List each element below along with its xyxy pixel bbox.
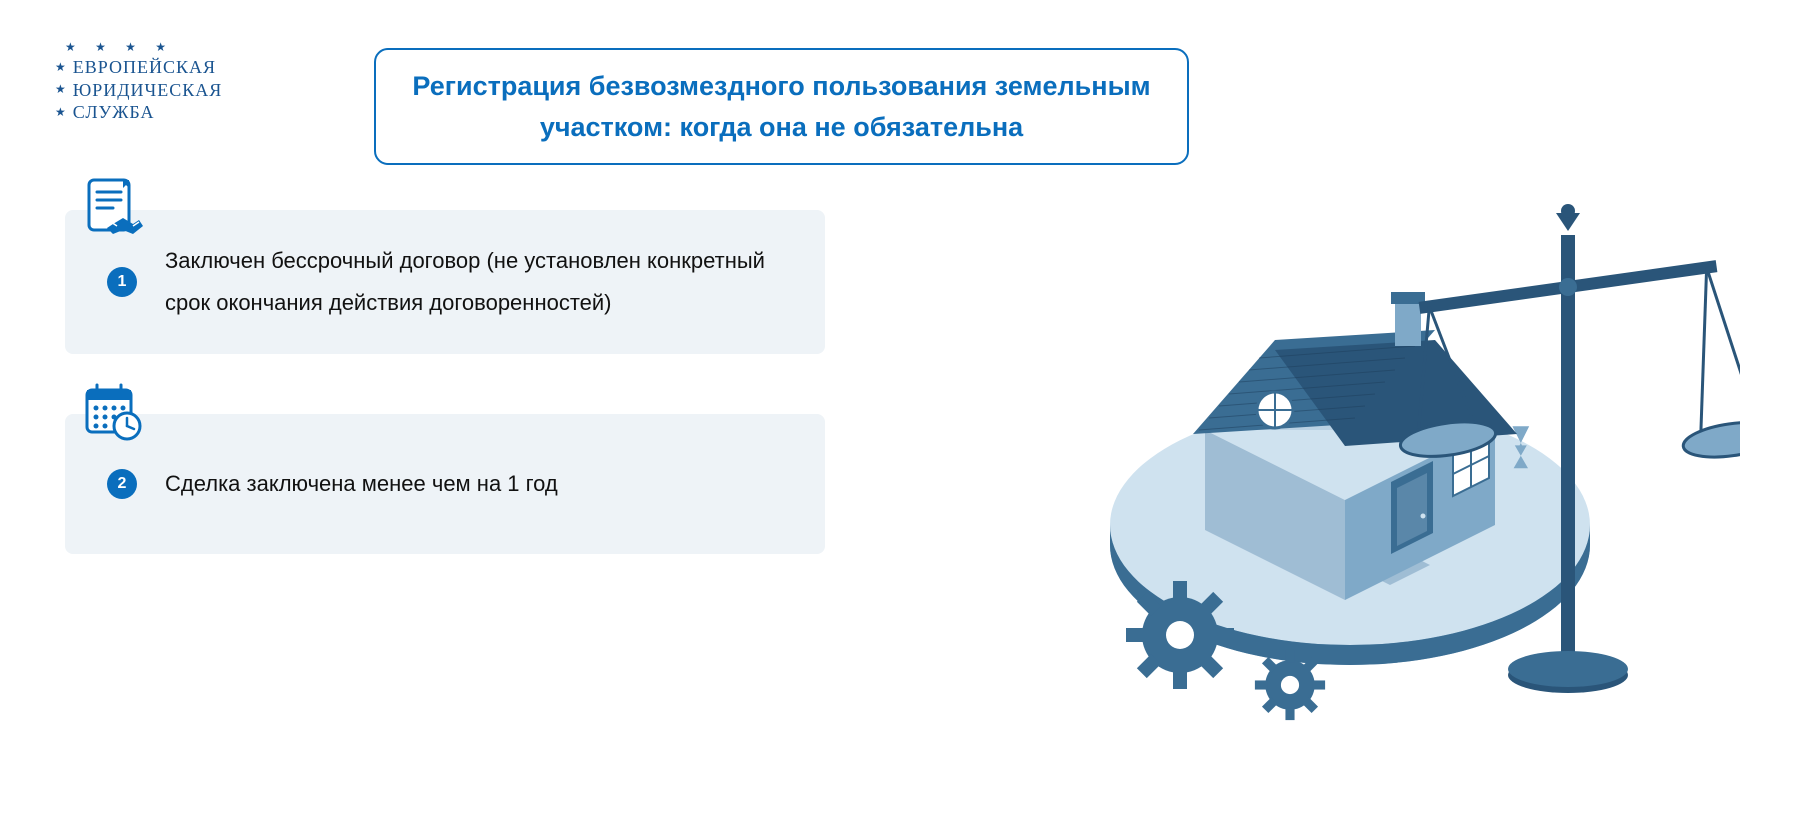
- illustration: [1050, 175, 1740, 755]
- logo: ★ ★ ★ ★ ★ЕВРОПЕЙСКАЯ ★ЮРИДИЧЕСКАЯ ★СЛУЖБ…: [55, 40, 222, 124]
- logo-line-1: ЕВРОПЕЙСКАЯ: [73, 56, 216, 79]
- logo-stars: ★ ★ ★ ★: [65, 40, 222, 54]
- card-1-text: Заключен бессрочный договор (не установл…: [165, 240, 795, 324]
- badge-1: 1: [107, 267, 137, 297]
- badge-2: 2: [107, 469, 137, 499]
- cards-container: 1 Заключен бессрочный договор (не устано…: [65, 210, 825, 554]
- card-1: 1 Заключен бессрочный договор (не устано…: [65, 210, 825, 354]
- logo-line-3: СЛУЖБА: [73, 101, 155, 124]
- title-box: Регистрация безвозмездного пользования з…: [374, 48, 1189, 165]
- calendar-clock-icon: [83, 380, 145, 442]
- card-2-text: Сделка заключена менее чем на 1 год: [165, 463, 558, 505]
- card-2: 2 Сделка заключена менее чем на 1 год: [65, 414, 825, 554]
- logo-text: ★ЕВРОПЕЙСКАЯ ★ЮРИДИЧЕСКАЯ ★СЛУЖБА: [55, 56, 222, 124]
- document-handshake-icon: [83, 176, 145, 238]
- page-title: Регистрация безвозмездного пользования з…: [406, 66, 1157, 147]
- logo-line-2: ЮРИДИЧЕСКАЯ: [73, 79, 223, 102]
